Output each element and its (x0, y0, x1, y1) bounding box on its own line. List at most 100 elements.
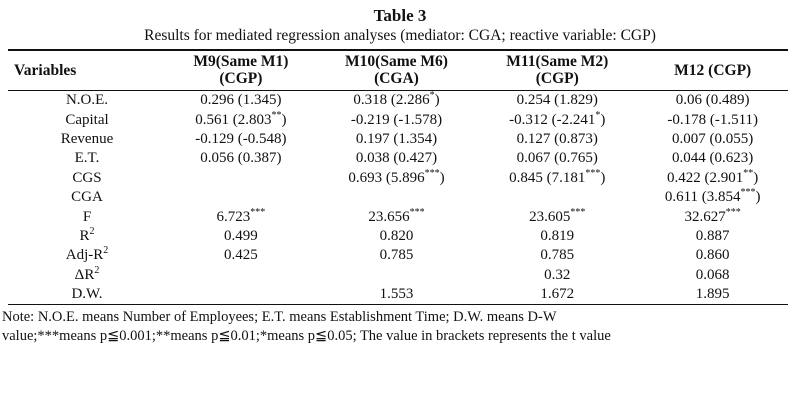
header-label: M9(Same M1) (193, 53, 289, 70)
cell-value-tail: ) (755, 189, 761, 206)
table-cell: 0.693 (5.896***) (316, 167, 477, 188)
table-cell: -0.178 (-1.511) (637, 110, 788, 129)
cell-value-tail: ) (281, 111, 287, 128)
table-cell: 1.553 (315, 284, 478, 306)
cell-value: 23.656 (368, 208, 410, 225)
cell-value: 0.007 (0.055) (672, 130, 754, 147)
header-label: M12 (CGP) (674, 61, 752, 79)
cell-value: 0.32 (544, 266, 571, 283)
cell-value-tail: ) (434, 92, 440, 109)
table-cell (166, 284, 316, 306)
table-cell: 0.785 (477, 246, 637, 265)
cell-value: -0.178 (-1.511) (667, 111, 759, 128)
table-cell: 1.672 (477, 284, 638, 306)
header-variables: Variables (8, 49, 166, 91)
cell-value: 0.254 (1.829) (516, 92, 598, 109)
cell-value: 1.895 (695, 286, 730, 303)
header-row: Variables M9(Same M1) (CGP) M10(Same M6)… (8, 49, 788, 91)
variable-superscript: 2 (94, 264, 100, 276)
cell-value: 0.067 (0.765) (516, 150, 598, 167)
table-row: Capital 0.561 (2.803**) -0.219 (-1.578) -0.… (8, 110, 788, 129)
header-label: Variables (14, 61, 77, 79)
cell-value: 6.723 (216, 208, 251, 225)
variable-label: ΔR (74, 266, 95, 283)
row-variable: CGS (8, 169, 166, 188)
variable-label: N.O.E. (65, 92, 109, 109)
table-cell: 0.32 (477, 266, 637, 285)
cell-value: 0.197 (1.354) (355, 130, 438, 147)
row-variable: Revenue (8, 130, 166, 149)
table-cell (477, 188, 637, 207)
table-cell (166, 169, 316, 188)
table-cell: 0.887 (637, 227, 788, 246)
cell-value: 0.561 (2.803 (195, 111, 272, 128)
header-m9: M9(Same M1) (CGP) (166, 49, 316, 91)
table-cell: 0.499 (166, 227, 316, 246)
table-cell: 23.605*** (477, 207, 637, 226)
table-cell: 0.318 (2.286*) (316, 91, 477, 111)
cell-value: 0.819 (540, 227, 575, 244)
variable-label: R (79, 227, 90, 244)
table-cell: 0.785 (316, 246, 477, 265)
cell-value: 0.785 (379, 247, 414, 264)
cell-value: 0.845 (7.181 (509, 169, 586, 186)
header-label: M10(Same M6) (345, 53, 448, 70)
table-cell: 23.656*** (316, 207, 477, 226)
table-cell: 0.007 (0.055) (637, 130, 788, 149)
cell-value: 0.785 (540, 247, 575, 264)
significance-marker: *** (725, 206, 741, 218)
cell-value-tail: ) (753, 169, 759, 186)
table-cell: 0.296 (1.345) (166, 91, 316, 111)
cell-value: 32.627 (684, 208, 726, 225)
header-m10: M10(Same M6) (CGA) (315, 49, 478, 91)
table-cell: 0.819 (477, 227, 637, 246)
table-cell: -0.312 (-2.241*) (477, 110, 637, 129)
table-cell: 0.044 (0.623) (637, 149, 788, 168)
table-cell: 0.845 (7.181***) (477, 168, 637, 188)
table-cell: 0.254 (1.829) (477, 91, 637, 111)
cell-value-tail: ) (600, 111, 606, 128)
table-row: F 6.723*** 23.656*** 23.605*** 32.627*** (8, 207, 788, 226)
cell-value: 0.887 (695, 227, 730, 244)
note-line-1: Note: N.O.E. means Number of Employees; … (2, 309, 557, 326)
header-m12: M12 (CGP) (637, 49, 788, 91)
significance-marker: *** (424, 167, 440, 179)
cell-value: 0.038 (0.427) (355, 150, 438, 167)
cell-value: 0.499 (224, 227, 258, 244)
variable-superscript: 2 (103, 245, 109, 257)
variable-label: E.T. (74, 150, 100, 167)
cell-value: 0.056 (0.387) (200, 150, 282, 167)
cell-value: -0.129 (-0.548) (195, 130, 287, 147)
cell-value: 0.422 (2.901 (667, 169, 744, 186)
row-variable: Capital (8, 110, 166, 129)
table-row: ΔR2 0.32 0.068 (8, 264, 788, 285)
cell-value: 0.068 (695, 266, 730, 283)
cell-value: -0.312 (-2.241 (509, 111, 596, 128)
table-cell: 0.197 (1.354) (316, 130, 477, 149)
table-cell: 0.068 (637, 266, 788, 285)
header-m11: M11(Same M2) (CGP) (477, 49, 638, 91)
table-cell: 0.425 (166, 246, 316, 265)
significance-marker: * (429, 90, 435, 102)
significance-marker: *** (250, 206, 266, 218)
table-cell: 0.038 (0.427) (316, 149, 477, 168)
variable-label: CGS (72, 169, 102, 186)
cell-value: 23.605 (529, 208, 571, 225)
variable-label: CGA (71, 189, 103, 206)
table-cell: 0.06 (0.489) (637, 91, 788, 111)
variable-label: D.W. (71, 286, 103, 303)
table-cell (316, 266, 477, 285)
table-row: E.T. 0.056 (0.387) 0.038 (0.427) 0.067 (0.7… (8, 149, 788, 168)
cell-value-tail: ) (439, 169, 445, 186)
cell-value: 0.06 (0.489) (675, 92, 750, 109)
header-sublabel: (CGA) (374, 70, 419, 87)
row-variable: R2 (8, 226, 166, 246)
significance-marker: * (595, 109, 601, 121)
table-note: Note: N.O.E. means Number of Employees; … (2, 308, 798, 346)
table-cell (316, 188, 477, 207)
cell-value: 0.611 (3.854 (664, 189, 741, 206)
table-cell: 0.056 (0.387) (166, 149, 316, 168)
cell-value: 1.553 (379, 286, 414, 303)
row-variable: F (8, 207, 166, 226)
